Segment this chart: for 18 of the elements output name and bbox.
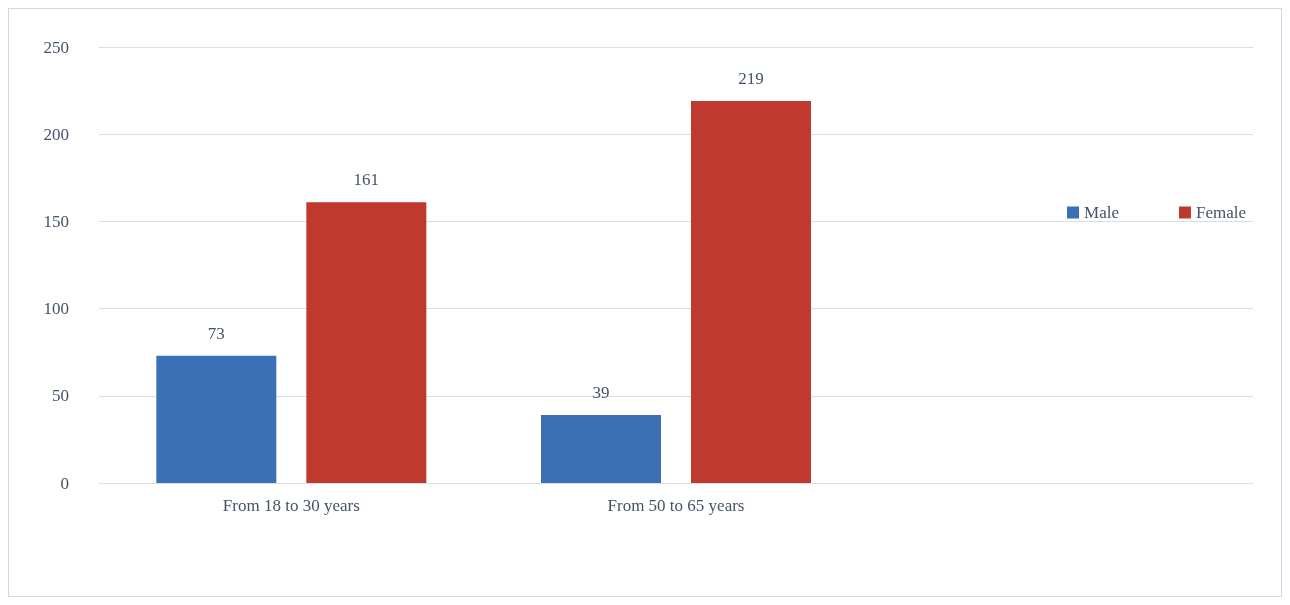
- y-tick-label: 150: [43, 211, 69, 231]
- bar: [691, 101, 811, 483]
- y-tick-label: 250: [43, 37, 69, 57]
- y-tick-label: 0: [60, 473, 69, 493]
- x-tick-label: From 50 to 65 years: [607, 496, 745, 515]
- data-label: 161: [353, 170, 380, 190]
- data-label: 39: [592, 382, 610, 402]
- y-tick-label: 50: [52, 386, 69, 406]
- bar: [541, 414, 661, 483]
- bar: [306, 202, 427, 483]
- bar: [156, 355, 277, 483]
- data-label: 73: [207, 323, 225, 343]
- legend-label: Female: [1195, 203, 1247, 222]
- x-tick-label: From 18 to 30 years: [222, 496, 360, 515]
- y-tick-label: 100: [43, 299, 69, 319]
- data-label: 219: [738, 69, 764, 89]
- legend-label: Male: [1084, 203, 1119, 222]
- y-tick-label: 200: [43, 124, 69, 144]
